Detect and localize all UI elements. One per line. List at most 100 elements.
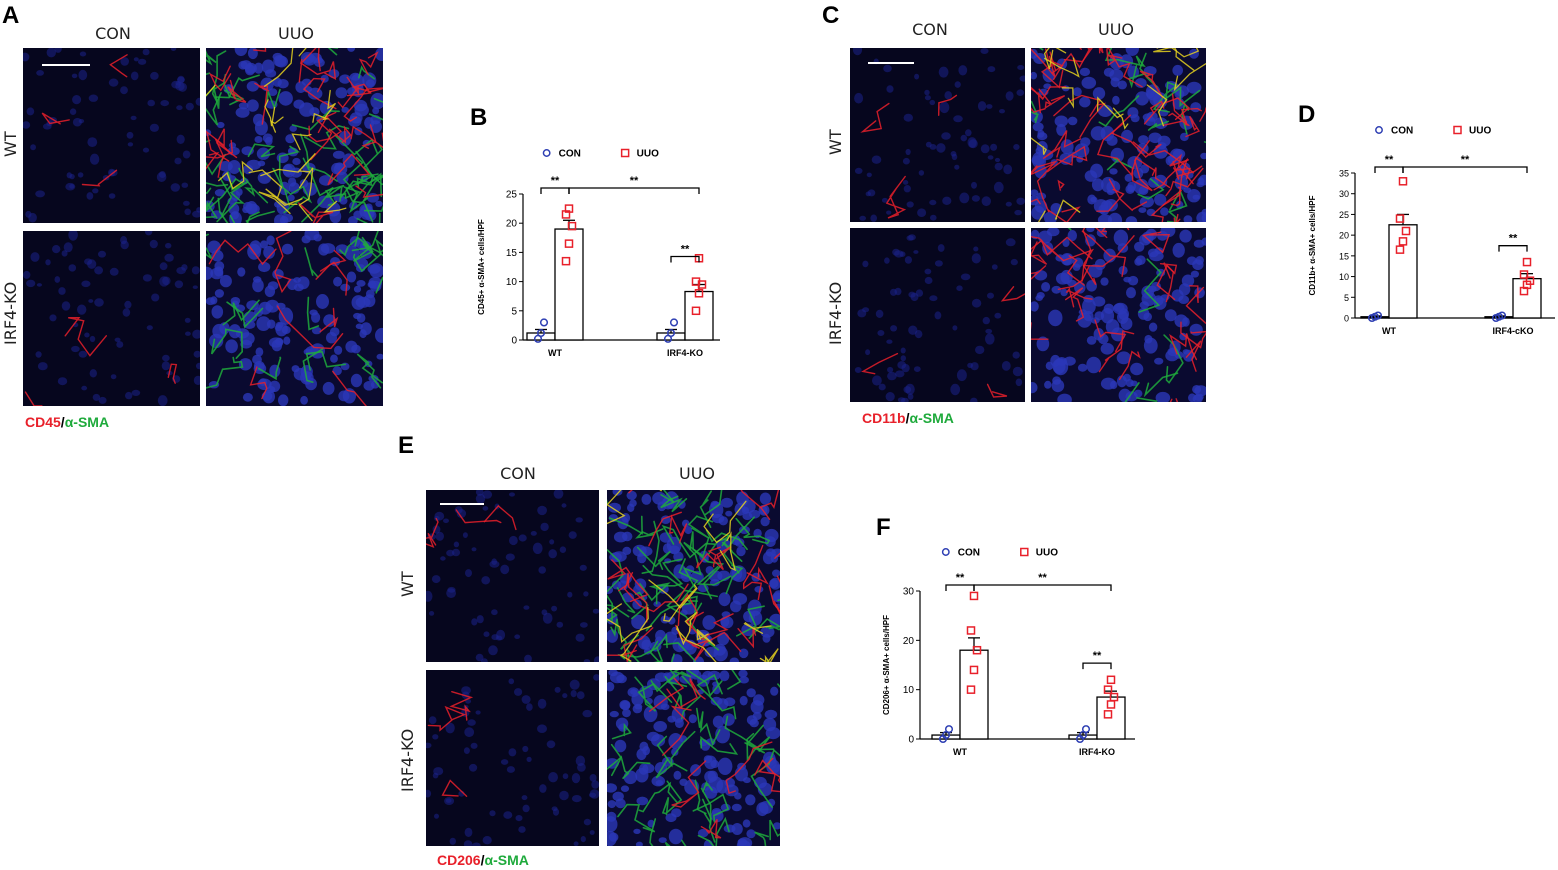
x-tick-label: IRF4-cKO bbox=[1492, 326, 1533, 336]
legend-label-uuo: UUO bbox=[637, 149, 659, 160]
y-tick-label: 10 bbox=[506, 277, 518, 288]
significance-bracket-wt bbox=[945, 584, 975, 591]
y-tick-label: 0 bbox=[908, 735, 914, 746]
legend-marker-uuo bbox=[1453, 125, 1462, 135]
data-point-uuo bbox=[1522, 257, 1532, 267]
y-tick-label: 10 bbox=[903, 685, 915, 696]
y-tick-label: 25 bbox=[506, 190, 518, 201]
y-tick-label: 20 bbox=[1339, 231, 1349, 241]
data-point-uuo bbox=[1525, 276, 1535, 285]
y-axis-label: CD11b+ α-SMA+ cells/HPF bbox=[1308, 195, 1317, 295]
x-tick-label: WT bbox=[548, 348, 562, 358]
column-label-uuo: UUO bbox=[1097, 20, 1134, 39]
significance-bracket-uuo bbox=[1402, 166, 1528, 173]
significance-bracket-wt-label: ** bbox=[956, 572, 965, 584]
data-point-con bbox=[666, 328, 676, 338]
data-point-uuo bbox=[1106, 675, 1116, 685]
significance-bracket-ko bbox=[1082, 662, 1112, 670]
legend-marker-con bbox=[941, 548, 950, 556]
legend-label-uuo: UUO bbox=[1469, 126, 1491, 137]
stain-legend: CD45/α-SMA bbox=[25, 414, 109, 430]
data-point-uuo bbox=[567, 221, 577, 231]
micrograph-texture bbox=[206, 48, 383, 223]
data-point-uuo bbox=[1103, 685, 1113, 694]
micrograph-texture bbox=[426, 490, 599, 662]
micrograph-irf4-ko-uuo bbox=[206, 231, 383, 406]
y-tick-label: 15 bbox=[506, 248, 518, 259]
panel-letter-a: A bbox=[2, 2, 20, 29]
panel-letter-c: C bbox=[822, 2, 840, 29]
bar-uuo bbox=[959, 649, 989, 740]
y-tick-label: 30 bbox=[903, 587, 915, 598]
significance-bracket-uuo-label: ** bbox=[1461, 154, 1470, 166]
significance-bracket-uuo bbox=[568, 187, 700, 194]
micrograph-wt-uuo bbox=[1031, 48, 1206, 222]
data-point-uuo bbox=[1401, 226, 1411, 236]
data-point-uuo bbox=[1398, 237, 1408, 246]
legend-label-uuo: UUO bbox=[1036, 548, 1058, 559]
y-tick-label: 20 bbox=[506, 219, 518, 230]
significance-bracket-ko-label: ** bbox=[1509, 233, 1518, 245]
significance-bracket-ko bbox=[1498, 245, 1528, 252]
data-point-con bbox=[669, 318, 679, 327]
scale-bar bbox=[440, 503, 484, 505]
stain-green-label: α-SMA bbox=[909, 410, 954, 426]
significance-bracket-wt-label: ** bbox=[1385, 154, 1394, 166]
significance-bracket-ko-label: ** bbox=[1093, 650, 1102, 662]
data-point-uuo bbox=[969, 591, 979, 601]
micrograph-wt-uuo bbox=[607, 490, 780, 662]
column-label-uuo: UUO bbox=[277, 24, 314, 43]
micrograph-wt-uuo bbox=[206, 48, 383, 223]
y-tick-label: 0 bbox=[511, 336, 517, 347]
micrograph-texture bbox=[206, 231, 383, 406]
significance-bracket-uuo bbox=[973, 584, 1112, 591]
stain-red-label: CD206 bbox=[437, 852, 481, 868]
legend-label-con: CON bbox=[958, 548, 980, 559]
data-point-uuo bbox=[1103, 710, 1113, 719]
data-point-uuo bbox=[1395, 245, 1405, 254]
x-tick-label: IRF4-KO bbox=[667, 348, 703, 358]
x-tick-label: WT bbox=[953, 747, 967, 757]
y-tick-label: 5 bbox=[1344, 293, 1349, 303]
micrograph-wt-con bbox=[23, 48, 200, 223]
micrograph-texture bbox=[850, 48, 1025, 222]
micrograph-wt-con bbox=[426, 490, 599, 662]
micrograph-texture bbox=[850, 228, 1025, 402]
bar-uuo bbox=[1388, 224, 1418, 319]
stain-red-label: CD45 bbox=[25, 414, 61, 430]
stain-legend: CD206/α-SMA bbox=[437, 852, 529, 868]
data-point-con bbox=[944, 725, 954, 734]
legend-marker-uuo bbox=[1020, 547, 1029, 557]
data-point-con bbox=[1373, 311, 1383, 320]
panel-letter: F bbox=[876, 514, 891, 541]
column-label-con: CON bbox=[95, 24, 131, 43]
y-tick-label: 25 bbox=[1339, 210, 1349, 220]
data-point-uuo bbox=[969, 665, 979, 675]
data-point-con bbox=[536, 328, 546, 338]
x-tick-label: IRF4-KO bbox=[1079, 747, 1115, 757]
legend-marker-con bbox=[1375, 126, 1383, 134]
legend-marker-uuo bbox=[620, 148, 630, 158]
panel-letter: B bbox=[470, 104, 487, 131]
data-point-uuo bbox=[691, 277, 701, 286]
panel-letter: D bbox=[1298, 101, 1315, 128]
stain-separator: / bbox=[905, 410, 910, 426]
column-label-con: CON bbox=[500, 464, 536, 483]
y-tick-label: 0 bbox=[1344, 314, 1349, 324]
data-point-uuo bbox=[972, 645, 982, 655]
data-point-uuo bbox=[694, 289, 704, 298]
data-point-uuo bbox=[691, 306, 701, 316]
significance-bracket-ko-label: ** bbox=[681, 244, 690, 256]
stain-green-label: α-SMA bbox=[484, 852, 529, 868]
column-label-con: CON bbox=[912, 20, 948, 39]
data-point-uuo bbox=[1395, 214, 1405, 223]
stain-separator: / bbox=[60, 414, 65, 430]
micrograph-irf4-ko-con bbox=[850, 228, 1025, 402]
stain-legend: CD11b/α-SMA bbox=[862, 410, 954, 426]
y-tick-label: 5 bbox=[511, 306, 517, 317]
significance-bracket-uuo-label: ** bbox=[1038, 572, 1047, 584]
micrograph-irf4-ko-uuo bbox=[607, 670, 780, 846]
data-point-con bbox=[1081, 725, 1091, 734]
